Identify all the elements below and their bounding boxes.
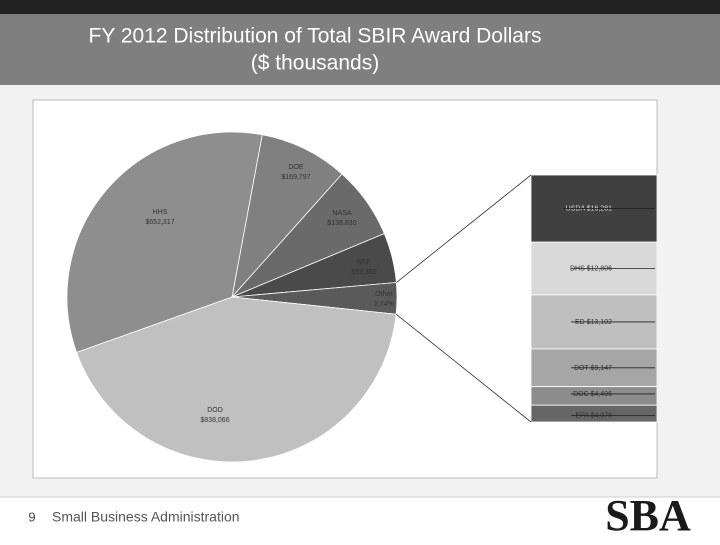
- bar-segment: [530, 404, 658, 423]
- pie-slice: [231, 134, 343, 299]
- org-name: Small Business Administration: [52, 509, 240, 525]
- slice-label: HHS: [153, 209, 168, 216]
- connector: [396, 174, 532, 283]
- page-number: 9: [28, 509, 35, 524]
- footer: [0, 497, 720, 540]
- top-band: [0, 0, 720, 14]
- connector: [395, 313, 532, 423]
- plot: DOE $169,797 NASA $138,830 NSF $95,360 DOD $838…: [66, 131, 658, 463]
- slice-value-label: $95,360: [351, 269, 376, 276]
- pie-slice: [76, 296, 397, 463]
- pie-slice: [66, 131, 263, 353]
- title: FY 2012 Distribution of Total SBIR Award…: [89, 25, 542, 48]
- slice-label: DOD: [207, 407, 223, 414]
- slice-value-label: $138,830: [327, 220, 356, 227]
- slice-value-label: 2.74%: [374, 301, 394, 308]
- slice-label: Other: [375, 291, 393, 298]
- slice-value-label: $169,797: [281, 174, 310, 181]
- slice-value-label: $838,066: [200, 417, 229, 424]
- slice-label: NASA: [332, 210, 351, 217]
- title: ($ thousands): [251, 52, 379, 75]
- logo: SBA: [605, 491, 691, 540]
- title-band: [0, 14, 720, 85]
- slice-value-label: $652,317: [145, 219, 174, 226]
- slice-label: DOE: [288, 164, 304, 171]
- slice-label: NSF: [357, 259, 371, 266]
